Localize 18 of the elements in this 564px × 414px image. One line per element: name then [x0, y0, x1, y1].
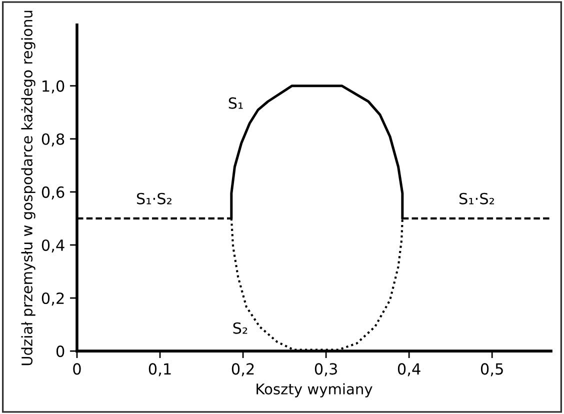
y-tick-label: 0,2: [42, 292, 64, 306]
x-tick-label: 0,3: [314, 363, 337, 376]
y-axis-title: Udział przemysłu w gospodarce każdego regionu: [21, 10, 36, 366]
series-label: S₁·S₂: [136, 192, 172, 204]
y-tick-label: 0,8: [42, 133, 64, 146]
y-tick-label: 0,6: [42, 186, 64, 200]
x-tick-label: 0,4: [398, 363, 420, 376]
x-axis-title: Koszty wymiany: [256, 383, 372, 398]
y-tick-label: 0: [56, 346, 64, 358]
y-tick-label: 1,0: [42, 80, 64, 94]
series-label: S₁: [228, 97, 243, 109]
x-tick-label: 0,1: [148, 363, 171, 376]
x-tick-label: 0,5: [480, 363, 503, 376]
series-label: S₁·S₂: [459, 192, 494, 204]
y-tick-label: 0,4: [42, 239, 64, 253]
x-tick-label: 0: [73, 363, 81, 375]
series-label: S₂: [233, 322, 248, 334]
x-tick-label: 0,2: [232, 363, 254, 376]
